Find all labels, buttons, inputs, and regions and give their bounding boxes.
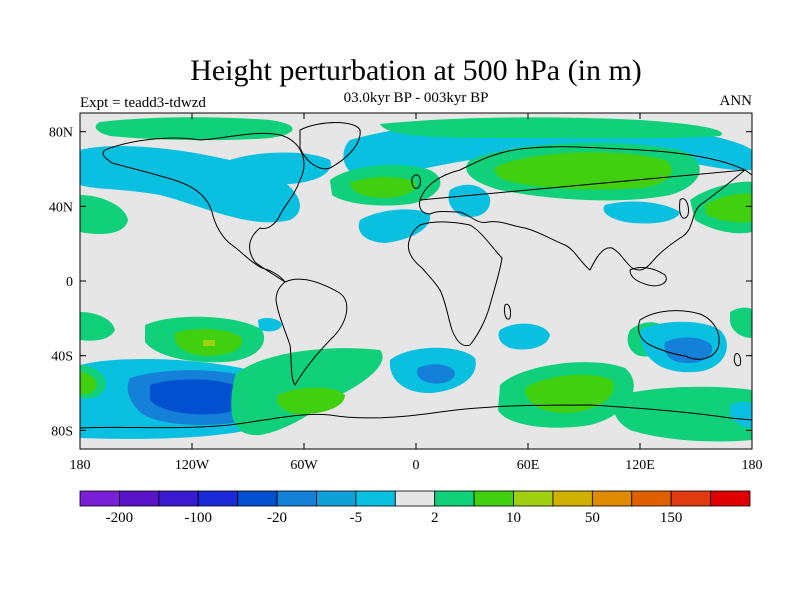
coastline-antarctica xyxy=(80,404,752,429)
colorbar-swatch xyxy=(591,490,633,507)
contour-cyan-southern-ocean-east xyxy=(730,401,752,428)
coastline-africa xyxy=(407,221,503,347)
contour-fills xyxy=(80,117,752,442)
lon-tick-label: 0 xyxy=(413,458,420,473)
colorbar-tick-label: 150 xyxy=(660,510,683,526)
colorbar-swatch xyxy=(513,490,554,507)
contour-teal-southern-ocean-east xyxy=(614,386,752,442)
lon-tick-label: 60E xyxy=(517,458,540,473)
contour-teal-arctic-top xyxy=(95,117,293,141)
contour-cyan-arctic-canada xyxy=(230,152,331,185)
coastline-madagascar xyxy=(504,303,511,320)
colorbar-tick-label: 10 xyxy=(506,510,521,526)
contour-cyan-indian-ocean xyxy=(498,323,550,350)
coastline-greenland xyxy=(299,122,361,170)
colorbar-swatch xyxy=(670,490,711,507)
lat-tick-label: 40N xyxy=(49,200,73,215)
colorbar-swatch xyxy=(237,490,278,507)
lon-tick-label: 180 xyxy=(742,458,763,473)
colorbar-tick-label: -5 xyxy=(350,510,363,526)
colorbar-labels: -200 -100 -20 -5 2 10 50 150 xyxy=(106,510,683,526)
contour-green-west-south2 xyxy=(80,372,97,395)
contour-teal-west-north xyxy=(80,195,128,235)
center-label: 03.0kyr BP - 003kyr BP xyxy=(344,90,489,106)
latitude-axis: 80N 40N 0 40S 80S xyxy=(49,126,752,439)
coastline-south-america xyxy=(275,278,348,386)
contour-green2-north-atlantic xyxy=(350,176,416,198)
contour-lightblue-australia xyxy=(664,337,713,364)
colorbar-swatch xyxy=(79,490,120,507)
colorbar-swatch xyxy=(355,490,396,507)
colorbar-tick-label: -200 xyxy=(106,510,134,526)
contour-cyan-east-asia xyxy=(603,201,680,224)
colorbar-swatch xyxy=(394,490,436,507)
contour-teal-north-top xyxy=(380,117,722,139)
contour-cyan-central-atlantic xyxy=(358,209,431,243)
longitude-axis: 180 120W 60W 0 60E 120E 180 xyxy=(70,113,763,473)
contour-cyan-near-south-america xyxy=(258,317,282,332)
coastline-new-zealand xyxy=(733,352,741,367)
contour-blue-south-pacific xyxy=(150,379,247,415)
contour-lightblue-south-atlantic xyxy=(417,364,455,384)
colorbar-tick-label: 2 xyxy=(431,510,439,526)
colorbar-tick-label: 50 xyxy=(585,510,600,526)
contour-teal-west-south xyxy=(80,312,115,341)
coastline-europe-asia xyxy=(419,146,752,271)
coastline-uk xyxy=(411,174,421,189)
contour-green-south-atlantic xyxy=(276,387,345,415)
colorbar-swatch xyxy=(197,490,239,507)
lon-tick-label: 120W xyxy=(175,458,210,473)
colorbar-swatch xyxy=(473,490,514,507)
contour-cyan-central-asia xyxy=(448,184,491,218)
colorbar-swatch xyxy=(552,490,593,507)
coastline-japan xyxy=(679,198,689,219)
contour-yellowgreen-south-pacific xyxy=(203,340,215,346)
contour-teal-new-zealand xyxy=(730,307,752,338)
lon-tick-label: 60W xyxy=(290,458,318,473)
lon-tick-label: 180 xyxy=(70,458,91,473)
coastline-australia xyxy=(637,310,720,360)
colorbar-swatch xyxy=(119,490,160,507)
colorbar-tick-label: -20 xyxy=(267,510,287,526)
colorbar-swatch xyxy=(276,490,317,507)
left-label: Expt = teadd3-tdwzd xyxy=(80,95,206,111)
colorbar-swatch xyxy=(631,490,672,507)
map-panel: 80N 40N 0 40S 80S 180 120W 60W 0 60E 120E 180 xyxy=(49,112,763,473)
colorbar-swatch xyxy=(316,490,357,507)
lat-tick-label: 80N xyxy=(49,126,73,141)
colorbar-swatch xyxy=(434,490,475,507)
main-title: Height perturbation at 500 hPa (in m) xyxy=(190,54,642,87)
lat-tick-label: 0 xyxy=(66,275,73,290)
colorbar-swatch xyxy=(158,490,199,507)
colorbar-swatch xyxy=(710,490,751,507)
lat-tick-label: 80S xyxy=(51,424,73,439)
contour-green2-north-pacific xyxy=(705,193,752,223)
colorbar-tick-label: -100 xyxy=(184,510,212,526)
contour-green-indian-ocean xyxy=(525,374,614,414)
lat-tick-label: 40S xyxy=(51,350,73,365)
right-label: ANN xyxy=(720,93,753,109)
coastlines xyxy=(80,122,752,429)
coastline-north-america xyxy=(102,132,305,283)
colorbar xyxy=(79,490,751,507)
contour-green2-eurasia xyxy=(494,152,672,190)
coastline-indonesia xyxy=(629,267,667,287)
lon-tick-label: 120E xyxy=(625,458,655,473)
